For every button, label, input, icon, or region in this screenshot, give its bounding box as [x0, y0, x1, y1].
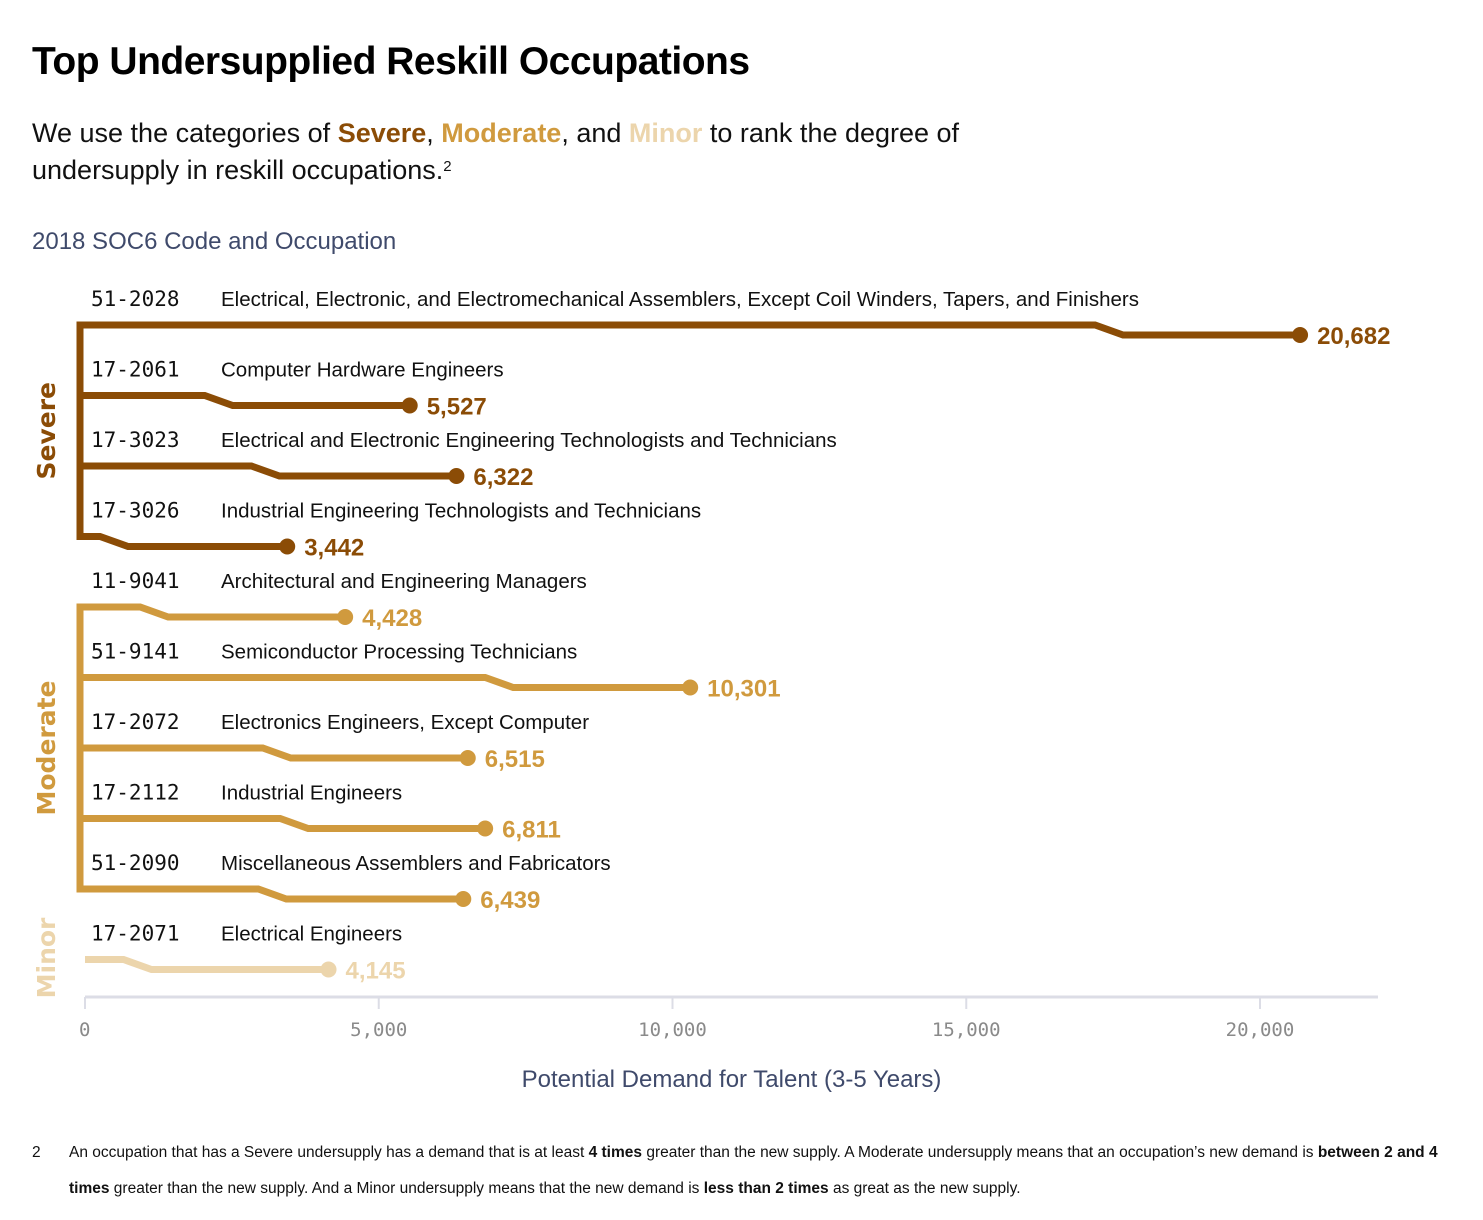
bar-line: [80, 815, 486, 832]
footnote-text: An occupation that has a Severe undersup…: [69, 1135, 1452, 1207]
group-brackets: Severe Moderate Minor: [32, 321, 84, 998]
chart-title: Top Undersupplied Reskill Occupations: [32, 40, 750, 83]
soc-code: 51-9141: [91, 640, 180, 664]
group-label-severe: Severe: [32, 382, 61, 480]
bar-end-dot: [477, 820, 494, 837]
value-label: 4,145: [346, 958, 406, 985]
bar-row: 17-3026 Industrial Engineering Technologi…: [80, 499, 701, 562]
footnote-ref: 2: [443, 158, 452, 175]
bar-line: [80, 533, 288, 550]
bar-line: [80, 392, 410, 409]
footnote-span: greater than the new supply. And a Minor…: [109, 1180, 704, 1197]
soc-code: 17-2071: [91, 922, 180, 946]
subtitle-text: We use the categories of: [32, 118, 338, 148]
footnote-number: 2: [32, 1144, 41, 1161]
bar-row: 17-3023 Electrical and Electronic Enginee…: [80, 428, 837, 491]
footnote-bold: 4 times: [588, 1144, 643, 1161]
occupation-label: Semiconductor Processing Technicians: [221, 641, 577, 664]
bar-end-dot: [320, 961, 337, 978]
soc-code: 51-2090: [91, 851, 180, 875]
bar-line: [80, 744, 468, 762]
soc-code: 51-2028: [91, 287, 180, 311]
group-label-minor: Minor: [32, 917, 61, 998]
bar-line: [85, 956, 329, 973]
bar-line: [80, 603, 346, 621]
x-tick-label: 5,000: [350, 1019, 407, 1041]
bar-end-dot: [279, 538, 296, 555]
footnote-span: as great as the new supply.: [828, 1180, 1021, 1197]
occupation-label: Industrial Engineers: [221, 782, 402, 805]
bar-end-dot: [459, 750, 476, 766]
soc-code: 17-3023: [91, 428, 180, 452]
bar-line: [80, 321, 1301, 339]
soc-code: 17-2061: [91, 358, 180, 382]
bar-row: 51-9141 Semiconductor Processing Technici…: [80, 640, 781, 703]
y-axis-title: 2018 SOC6 Code and Occupation: [32, 228, 397, 255]
footnote: 2 An occupation that has a Severe unders…: [32, 1135, 1452, 1207]
footnote-span: An occupation that has a Severe undersup…: [69, 1144, 589, 1161]
bar-end-dot: [401, 397, 418, 414]
x-tick-label: 10,000: [638, 1019, 707, 1041]
value-label: 3,442: [304, 535, 364, 562]
bar-line: [80, 885, 464, 903]
occupation-label: Electrical and Electronic Engineering Te…: [221, 429, 837, 452]
footnote-bold: less than 2 times: [703, 1180, 829, 1197]
x-tick-label: 0: [79, 1019, 90, 1041]
subtitle-text: to rank the degree of undersupply in res…: [32, 118, 960, 185]
x-axis: 0 5,000 10,000 15,000 20,000: [79, 995, 1378, 1041]
severe-keyword: Severe: [337, 118, 427, 148]
value-label: 6,515: [485, 746, 545, 773]
group-label-moderate: Moderate: [32, 680, 61, 815]
bar-end-dot: [337, 609, 354, 625]
bar-row: 17-2071 Electrical Engineers 4,145: [85, 922, 406, 985]
moderate-keyword: Moderate: [441, 118, 562, 148]
occupation-label: Architectural and Engineering Managers: [221, 570, 587, 593]
subtitle-text: , and: [561, 118, 629, 148]
bar-row: 51-2090 Miscellaneous Assemblers and Fabr…: [80, 851, 611, 914]
soc-code: 17-2112: [91, 781, 180, 805]
bar-end-dot: [455, 891, 472, 907]
bar-line: [80, 674, 691, 691]
bar-end-dot: [1292, 327, 1309, 343]
occupation-label: Electrical Engineers: [221, 923, 402, 946]
occupation-label: Electronics Engineers, Except Computer: [221, 711, 589, 734]
chart-rows: 51-2028 Electrical, Electronic, and Elect…: [80, 287, 1390, 985]
bar-row: 17-2072 Electronics Engineers, Except Com…: [80, 710, 589, 773]
bar-row: 51-2028 Electrical, Electronic, and Elect…: [80, 287, 1390, 350]
bar-end-dot: [448, 468, 465, 484]
value-label: 6,322: [473, 464, 533, 491]
minor-keyword: Minor: [628, 118, 703, 148]
bar-row: 11-9041 Architectural and Engineering Man…: [80, 569, 587, 632]
x-axis-title-text: Potential Demand for Talent (3-5 Years): [521, 1066, 942, 1093]
value-label: 20,682: [1317, 323, 1390, 350]
bar-row: 17-2112 Industrial Engineers 6,811: [80, 781, 561, 844]
bar-row: 17-2061 Computer Hardware Engineers 5,527: [80, 358, 504, 421]
occupation-label: Electrical, Electronic, and Electromecha…: [221, 288, 1139, 311]
value-label: 5,527: [427, 394, 487, 421]
occupation-label: Industrial Engineering Technologists and…: [221, 500, 701, 523]
occupation-label: Computer Hardware Engineers: [221, 359, 504, 382]
soc-code: 11-9041: [91, 569, 180, 593]
bar-end-dot: [682, 679, 699, 696]
x-tick-label: 15,000: [932, 1019, 1001, 1041]
value-label: 6,811: [502, 817, 561, 844]
chart-subtitle: We use the categories of Severe, Moderat…: [32, 115, 1112, 189]
footnote-bold: between 2 and 4 times: [69, 1144, 1438, 1197]
value-label: 10,301: [707, 676, 780, 703]
value-label: 4,428: [362, 605, 422, 632]
footnote-span: greater than the new supply. A Moderate …: [642, 1144, 1318, 1161]
value-label: 6,439: [480, 887, 540, 914]
soc-code: 17-3026: [91, 499, 180, 523]
bar-line: [80, 462, 457, 480]
soc-code: 17-2072: [91, 710, 180, 734]
x-axis-title: Potential Demand for Talent (3-5 Years): [0, 1066, 1463, 1094]
x-tick-label: 20,000: [1226, 1019, 1295, 1041]
occupation-label: Miscellaneous Assemblers and Fabricators: [221, 852, 611, 875]
subtitle-text: ,: [426, 118, 442, 148]
